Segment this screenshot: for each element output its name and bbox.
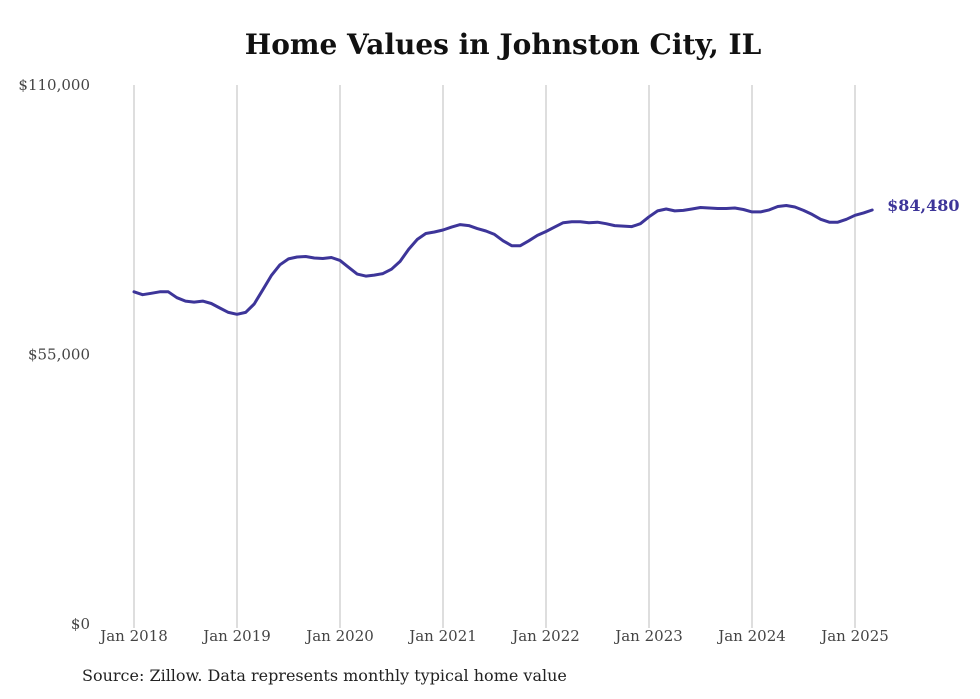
y-tick-label: $110,000	[18, 76, 90, 94]
x-tick-label: Jan 2023	[613, 627, 683, 645]
x-axis-ticks: Jan 2018 Jan 2019 Jan 2020 Jan 2021 Jan 2022…	[98, 627, 889, 645]
x-tick-label: Jan 2021	[407, 627, 477, 645]
x-tick-label: Jan 2022	[510, 627, 580, 645]
chart-title: Home Values in Johnston City, IL	[244, 28, 762, 61]
y-tick-label: $55,000	[28, 346, 90, 364]
x-tick-label: Jan 2020	[304, 627, 374, 645]
gridlines	[133, 85, 856, 628]
x-tick-label: Jan 2018	[98, 627, 168, 645]
source-note: Source: Zillow. Data represents monthly …	[82, 666, 567, 685]
series-line	[132, 204, 874, 316]
y-axis-ticks: $0 $55,000 $110,000	[18, 76, 90, 633]
end-value-label: $84,480	[887, 196, 959, 215]
x-tick-label: Jan 2025	[819, 627, 889, 645]
x-tick-label: Jan 2019	[201, 627, 271, 645]
y-tick-label: $0	[71, 615, 90, 633]
series-layer: $84,480	[132, 196, 960, 316]
x-tick-label: Jan 2024	[716, 627, 786, 645]
